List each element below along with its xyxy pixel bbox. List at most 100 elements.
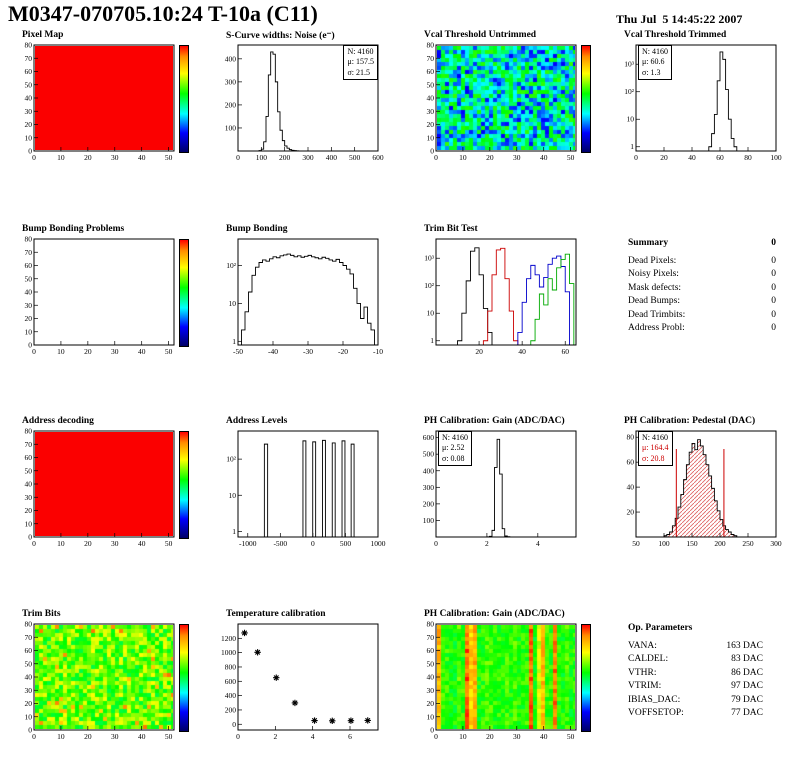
svg-text:0: 0 <box>28 147 32 156</box>
param-value: 77 DAC <box>731 708 763 718</box>
heatmap-canvas <box>35 46 173 150</box>
svg-text:30: 30 <box>427 686 435 695</box>
svg-text:0: 0 <box>236 153 240 162</box>
summary-title: Summary <box>628 238 669 248</box>
stats-box: N: 4160 μ: 164.4 σ: 20.8 <box>638 431 673 467</box>
svg-text:50: 50 <box>165 539 173 548</box>
svg-text:0: 0 <box>430 726 434 735</box>
svg-text:1000: 1000 <box>371 539 386 548</box>
summary-value: 0 <box>771 269 776 279</box>
plot-area: 0 10 20 30 40 50 0 10 20 30 40 50 60 70 80 <box>25 235 175 356</box>
svg-text:300: 300 <box>423 483 435 492</box>
plot-title: Vcal Threshold Trimmed <box>624 30 727 40</box>
plot-title: Bump Bonding <box>226 224 288 234</box>
colorbar <box>581 45 591 153</box>
svg-text:10³: 10³ <box>424 254 435 263</box>
plot-title: Bump Bonding Problems <box>22 224 125 234</box>
svg-text:-1000: -1000 <box>239 539 257 548</box>
svg-text:500: 500 <box>423 450 435 459</box>
summary-value: 0 <box>771 309 776 320</box>
svg-text:10: 10 <box>57 539 65 548</box>
summary-label: Address Probl: <box>628 323 685 333</box>
stats-sigma: σ: 20.8 <box>642 453 665 463</box>
summary-row: Dead Trimbits: 0 <box>628 309 776 323</box>
svg-text:60: 60 <box>716 153 724 162</box>
svg-text:250: 250 <box>742 539 754 548</box>
svg-text:10: 10 <box>427 309 435 318</box>
svg-text:60: 60 <box>561 347 569 356</box>
plot-address-decoding: Address decoding 0 10 20 30 40 50 0 10 20 30 40 50 6… <box>16 416 216 591</box>
param-value: 83 DAC <box>731 654 763 664</box>
svg-text:40: 40 <box>138 732 146 741</box>
svg-text:80: 80 <box>25 427 33 436</box>
stats-box: N: 4160 μ: 2.52 σ: 0.08 <box>438 431 472 467</box>
svg-text:30: 30 <box>427 107 435 116</box>
svg-text:200: 200 <box>714 539 726 548</box>
svg-text:10²: 10² <box>226 455 237 464</box>
svg-text:10: 10 <box>25 327 33 336</box>
svg-text:40: 40 <box>138 539 146 548</box>
stats-sigma: σ: 1.3 <box>642 67 661 77</box>
summary-header: Summary 0 <box>628 237 776 251</box>
svg-text:10: 10 <box>459 153 467 162</box>
param-value: 86 DAC <box>731 667 763 678</box>
svg-text:40: 40 <box>25 480 33 489</box>
svg-text:10: 10 <box>459 732 467 741</box>
svg-text:300: 300 <box>302 153 314 162</box>
svg-text:50: 50 <box>165 732 173 741</box>
plot-vcal-trimmed: Vcal Threshold Trimmed N: 4160 μ: 60.6 σ… <box>618 30 796 205</box>
summary-value: 0 <box>771 323 776 333</box>
summary-row: Dead Pixels: 0 <box>628 255 776 269</box>
svg-text:4: 4 <box>536 539 540 548</box>
svg-text:50: 50 <box>567 732 575 741</box>
plot-title: Trim Bit Test <box>424 224 478 234</box>
summary-value: 0 <box>771 255 776 266</box>
plot-title: PH Calibration: Gain (ADC/DAC) <box>424 416 565 426</box>
plot-title: Trim Bits <box>22 609 61 619</box>
summary-row: Mask defects: 0 <box>628 282 776 296</box>
svg-text:100: 100 <box>256 153 268 162</box>
colorbar <box>179 431 189 539</box>
stats-n: N: 4160 <box>642 433 668 442</box>
svg-text:60: 60 <box>25 261 33 270</box>
summary-row: Address Probl: 0 <box>628 322 776 336</box>
summary-label: Dead Trimbits: <box>628 309 686 320</box>
svg-text:40: 40 <box>138 153 146 162</box>
svg-text:600: 600 <box>423 433 435 442</box>
svg-text:80: 80 <box>427 41 435 50</box>
svg-text:2: 2 <box>485 539 489 548</box>
svg-text:300: 300 <box>225 77 237 86</box>
plot-area: -1000 -500 0 500 1000 1 10 10² <box>226 430 386 548</box>
plot-vcal-untrimmed: Vcal Threshold Untrimmed 0 10 20 30 40 50 0 10 2… <box>418 30 618 205</box>
svg-text:50: 50 <box>25 466 33 475</box>
param-label: VTHR: <box>628 667 657 678</box>
param-label: VOFFSETOP: <box>628 708 684 718</box>
param-label: IBIAS_DAC: <box>628 694 681 705</box>
param-label: CALDEL: <box>628 654 669 664</box>
svg-text:20: 20 <box>486 732 494 741</box>
plot-area: 0 10 20 30 40 50 0 10 20 30 40 50 60 70 80 <box>427 620 577 741</box>
param-row: VTHR: 86 DAC <box>628 667 763 681</box>
summary-row: Dead Bumps: 0 <box>628 295 776 309</box>
svg-text:400: 400 <box>225 691 237 700</box>
colorbar <box>581 624 591 732</box>
heatmap-canvas <box>35 625 173 729</box>
colorbar <box>179 624 189 732</box>
svg-text:40: 40 <box>427 94 435 103</box>
svg-text:10: 10 <box>57 347 65 356</box>
svg-text:60: 60 <box>25 646 33 655</box>
svg-text:50: 50 <box>427 659 435 668</box>
svg-text:50: 50 <box>25 80 33 89</box>
svg-text:0: 0 <box>232 720 236 729</box>
stats-n: N: 4160 <box>642 47 668 56</box>
svg-text:70: 70 <box>25 54 33 63</box>
svg-text:0: 0 <box>28 533 32 542</box>
summary-label: Dead Bumps: <box>628 296 680 306</box>
plot-temperature-calibration: Temperature calibration 0 2 4 6 0 200 400 600 80… <box>220 609 420 772</box>
heatmap-canvas <box>35 432 173 536</box>
svg-text:80: 80 <box>427 620 435 629</box>
svg-text:10: 10 <box>25 712 33 721</box>
svg-text:6: 6 <box>348 732 352 741</box>
svg-text:10: 10 <box>427 133 435 142</box>
svg-text:70: 70 <box>427 54 435 63</box>
